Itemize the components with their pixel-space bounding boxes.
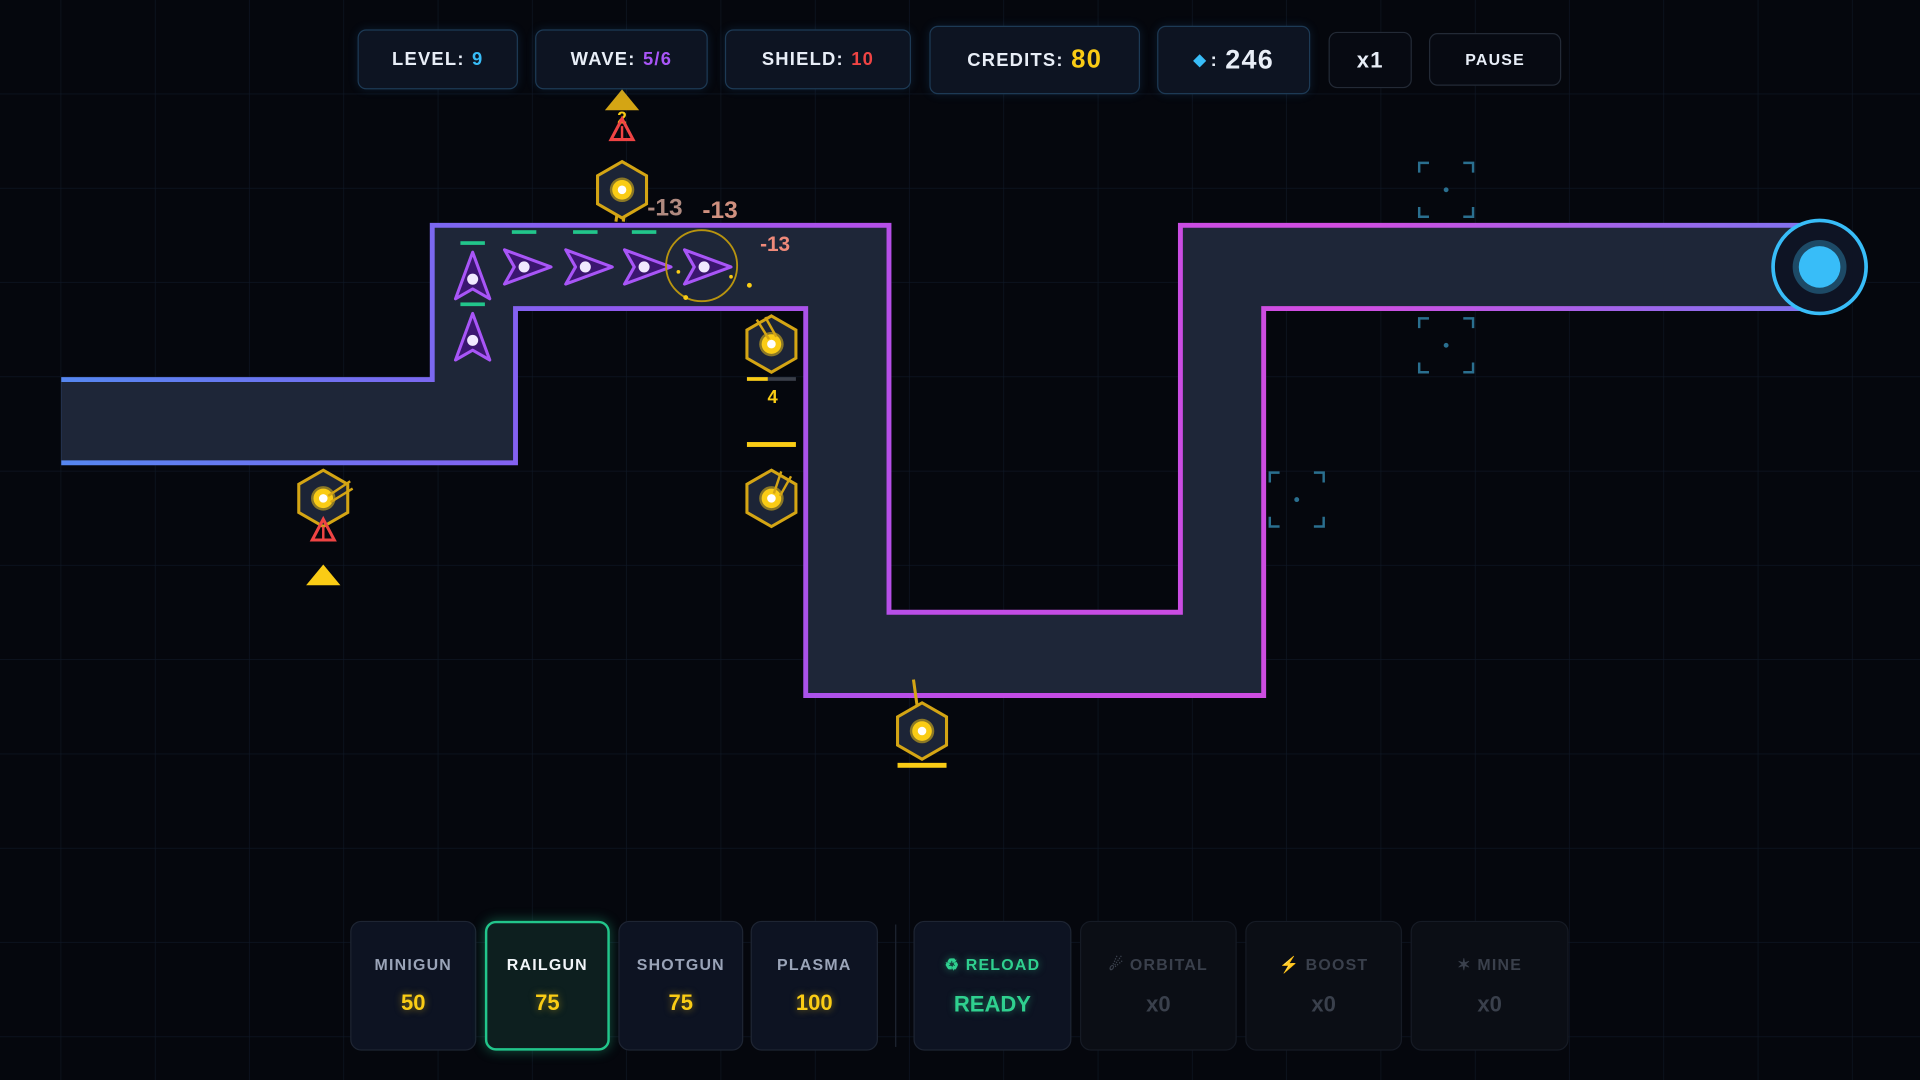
- weapon-minigun[interactable]: MINIGUN 50: [350, 920, 477, 1051]
- tower[interactable]: [745, 468, 798, 529]
- warning-icon: [309, 515, 337, 542]
- recycle-icon: ♻: [944, 954, 961, 973]
- ability-status: READY: [953, 991, 1032, 1016]
- player-base: [1771, 218, 1868, 316]
- ability-name: MINE: [1477, 954, 1523, 973]
- warning-icon: [608, 115, 636, 142]
- upgrade-arrow-icon: [306, 564, 341, 586]
- ability-status: x0: [1311, 991, 1336, 1016]
- tower-ammo-count: 4: [768, 386, 779, 407]
- tower[interactable]: [745, 314, 798, 374]
- ability-status: x0: [1146, 991, 1171, 1016]
- toolbar-divider: [895, 924, 897, 1047]
- weapon-shotgun[interactable]: SHOTGUN 75: [618, 920, 744, 1051]
- tower[interactable]: [596, 160, 649, 222]
- weapon-cost: 100: [795, 990, 833, 1016]
- shield-label: SHIELD:: [761, 48, 844, 70]
- gems-value: 246: [1225, 44, 1274, 75]
- pause-button[interactable]: PAUSE: [1428, 33, 1562, 86]
- ammo-bar-fill: [746, 377, 768, 381]
- ability-name: BOOST: [1305, 954, 1369, 973]
- damage-text: -13: [702, 197, 737, 224]
- weapon-name: PLASMA: [776, 955, 852, 974]
- diamond-icon: ◆: [1193, 50, 1207, 69]
- orbital-icon: ☄: [1108, 954, 1125, 973]
- wave-label: WAVE:: [570, 48, 636, 70]
- ammo-bar: [746, 377, 796, 381]
- damage-text: -13: [760, 233, 790, 256]
- tower[interactable]: [297, 468, 354, 529]
- ammo-bar-fill: [746, 442, 796, 447]
- weapon-name: RAILGUN: [506, 955, 588, 974]
- ability-orbital[interactable]: ☄ ORBITAL x0: [1080, 920, 1237, 1051]
- credits-label: CREDITS:: [967, 49, 1064, 71]
- weapon-plasma[interactable]: PLASMA 100: [750, 920, 878, 1051]
- upgrade-arrow-icon: [604, 89, 640, 111]
- ammo-bar-fill: [897, 762, 947, 768]
- gems-display: ◆:246: [1157, 25, 1311, 95]
- ability-reload[interactable]: ♻ RELOAD READY: [913, 920, 1072, 1051]
- weapon-cost: 50: [401, 990, 426, 1016]
- shield-display: SHIELD: 10: [724, 29, 912, 90]
- blast-radius: [665, 229, 739, 303]
- credits-value: 80: [1071, 45, 1103, 74]
- weapon-name: MINIGUN: [374, 955, 453, 974]
- ability-boost[interactable]: ⚡ BOOST x0: [1245, 920, 1403, 1051]
- level-label: LEVEL:: [392, 48, 465, 70]
- level-value: 9: [472, 48, 484, 70]
- shrapnel-particles: [676, 270, 752, 301]
- wave-display: WAVE: 5/6: [535, 29, 708, 90]
- ability-mine[interactable]: ✶ MINE x0: [1410, 920, 1569, 1051]
- weapon-railgun[interactable]: RAILGUN 75: [484, 920, 610, 1051]
- enemy-health-bars: [460, 230, 657, 307]
- ability-name: ORBITAL: [1129, 954, 1209, 973]
- shield-value: 10: [851, 48, 875, 70]
- gems-separator: :: [1210, 49, 1218, 71]
- weapon-cost: 75: [535, 990, 560, 1016]
- lightning-icon: ⚡: [1278, 954, 1300, 973]
- ability-name: RELOAD: [965, 954, 1041, 973]
- weapon-name: SHOTGUN: [636, 955, 725, 974]
- wave-value: 5/6: [642, 48, 673, 70]
- ability-status: x0: [1477, 991, 1502, 1016]
- damage-text: -13: [647, 195, 682, 222]
- weapon-cost: 75: [668, 990, 694, 1016]
- level-display: LEVEL: 9: [357, 29, 518, 90]
- speed-button[interactable]: x1: [1328, 31, 1412, 89]
- tower[interactable]: [896, 679, 949, 761]
- mine-icon: ✶: [1457, 954, 1472, 973]
- enemy-path: [61, 222, 1819, 698]
- credits-display: CREDITS: 80: [929, 25, 1141, 95]
